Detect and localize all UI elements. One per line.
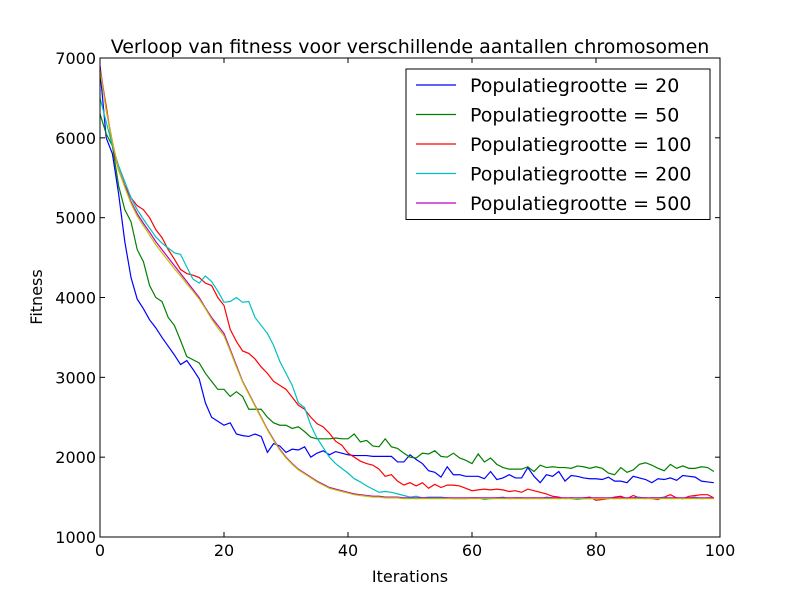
y-axis-label: Fitness: [27, 269, 46, 324]
series-line-6: [99, 69, 714, 500]
y-tick-label: 3000: [55, 368, 96, 387]
series-line-1: [99, 69, 714, 484]
x-axis-label: Iterations: [372, 567, 448, 586]
y-tick-label: 6000: [55, 129, 96, 148]
y-tick-label: 1000: [55, 528, 96, 547]
y-tick-label: 5000: [55, 209, 96, 228]
y-tick-label: 2000: [55, 448, 96, 467]
series-layer: [99, 65, 715, 501]
x-tick-label: 80: [586, 541, 606, 560]
legend-label: Populatiegrootte = 100: [470, 134, 691, 156]
x-tick-label: 100: [705, 541, 736, 560]
x-tick-label: 20: [214, 541, 234, 560]
x-tick-label: 60: [462, 541, 482, 560]
series-line-5: [99, 65, 714, 499]
y-tick-label: 7000: [55, 49, 96, 68]
legend-label: Populatiegrootte = 20: [470, 75, 679, 97]
x-tick-label: 0: [95, 541, 105, 560]
series-line-2: [99, 113, 715, 476]
legend-label: Populatiegrootte = 500: [470, 193, 691, 215]
chart-title: Verloop van fitness voor verschillende a…: [111, 36, 710, 58]
legend-box: [405, 68, 711, 220]
x-tick-label: 40: [338, 541, 358, 560]
legend-label: Populatiegrootte = 50: [470, 105, 679, 127]
legend: Populatiegrootte = 20 Populatiegrootte = …: [405, 68, 711, 220]
y-tick-label: 4000: [55, 289, 96, 308]
legend-label: Populatiegrootte = 200: [470, 164, 691, 186]
tick-layer: 0 20 40 60 80 100 1000 2000 3000 4000 5000 6000 7000: [55, 49, 735, 560]
